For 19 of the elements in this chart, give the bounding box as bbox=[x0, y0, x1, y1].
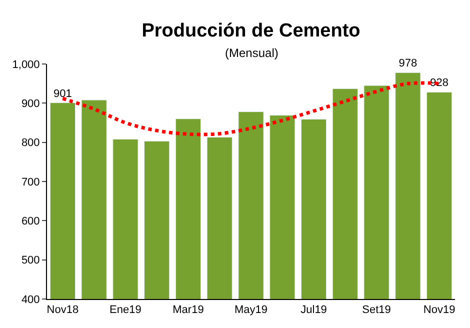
data-label: 928 bbox=[430, 77, 448, 90]
y-tick-label: 400 bbox=[21, 294, 40, 306]
y-tick-label: 800 bbox=[21, 137, 40, 150]
chart-title: Producción de Cemento bbox=[142, 20, 360, 42]
x-tick-label: Set19 bbox=[362, 304, 391, 316]
data-label: 901 bbox=[54, 88, 72, 100]
y-tick-label: 600 bbox=[21, 216, 40, 228]
x-tick-label: Nov18 bbox=[46, 304, 79, 316]
y-tick-label: 1,000 bbox=[12, 58, 40, 71]
data-label: 978 bbox=[398, 58, 418, 70]
x-tick-label: Nov19 bbox=[423, 304, 456, 316]
x-tick-label: Mar19 bbox=[172, 304, 204, 316]
y-tick-label: 900 bbox=[21, 98, 40, 110]
x-tick-label: May19 bbox=[234, 304, 268, 316]
y-tick-label: 500 bbox=[21, 254, 40, 267]
x-tick-label: Ene19 bbox=[110, 304, 142, 316]
y-tick-label: 700 bbox=[21, 176, 40, 188]
x-tick-label: Jul19 bbox=[300, 304, 327, 316]
chart-subtitle: (Mensual) bbox=[225, 46, 278, 60]
